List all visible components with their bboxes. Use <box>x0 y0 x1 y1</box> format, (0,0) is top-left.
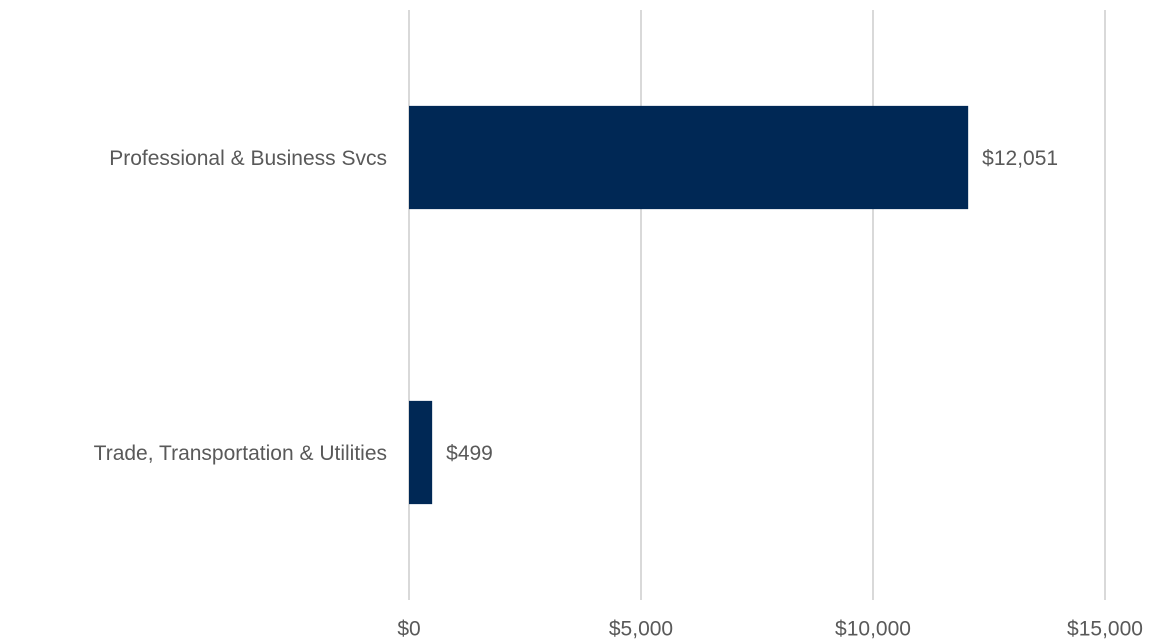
data-label: $499 <box>446 442 493 465</box>
data-label: $12,051 <box>982 147 1058 170</box>
x-tick-label: $10,000 <box>835 618 911 641</box>
y-tick-label: Trade, Transportation & Utilities <box>94 442 387 465</box>
y-tick-label: Professional & Business Svcs <box>109 147 387 170</box>
bar <box>409 400 433 505</box>
x-tick-label: $15,000 <box>1067 618 1143 641</box>
x-tick-label: $5,000 <box>609 618 673 641</box>
x-tick-label: $0 <box>397 618 420 641</box>
bar <box>409 105 969 210</box>
